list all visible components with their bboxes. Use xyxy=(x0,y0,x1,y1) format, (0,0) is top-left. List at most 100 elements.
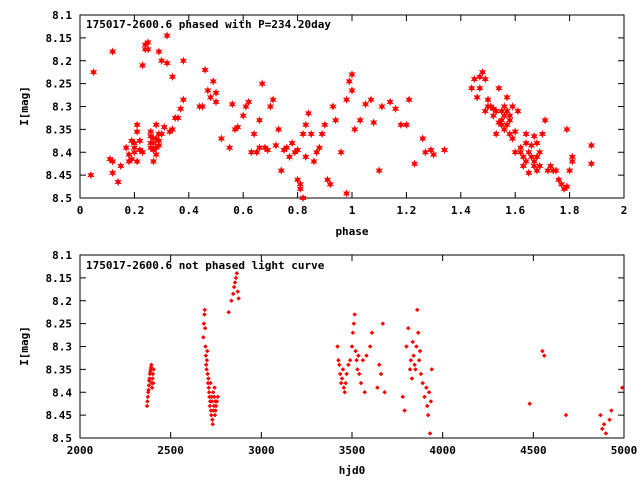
data-point xyxy=(149,362,154,368)
data-point xyxy=(272,141,280,150)
data-point xyxy=(147,127,155,136)
data-point xyxy=(522,138,530,148)
data-point xyxy=(427,431,433,436)
data-point xyxy=(514,106,522,116)
data-point xyxy=(329,102,337,111)
data-point xyxy=(133,157,141,166)
x-tick-label: 2 xyxy=(621,204,628,217)
data-point xyxy=(608,408,614,413)
data-point xyxy=(402,408,407,413)
data-point xyxy=(495,83,503,93)
data-point xyxy=(343,380,349,386)
data-point xyxy=(360,357,366,363)
data-point xyxy=(356,371,362,377)
data-point xyxy=(149,157,158,166)
data-point xyxy=(508,102,517,111)
data-point xyxy=(375,166,383,175)
data-point xyxy=(345,77,353,86)
data-point xyxy=(174,113,182,123)
data-point xyxy=(341,385,347,391)
data-point xyxy=(207,403,213,409)
data-point xyxy=(89,67,98,77)
data-point xyxy=(367,344,373,349)
data-point xyxy=(619,385,625,391)
data-point xyxy=(234,270,240,276)
data-point xyxy=(299,129,307,139)
data-point xyxy=(362,389,368,395)
data-point xyxy=(128,154,136,164)
data-point xyxy=(203,362,209,368)
data-point xyxy=(217,134,226,143)
data-point xyxy=(408,357,414,363)
data-point xyxy=(413,367,418,372)
x-axis-ticks: 2000 2500 3000 3500 4000 4500 5000 xyxy=(67,255,637,457)
data-point xyxy=(204,367,209,372)
data-point xyxy=(410,159,419,168)
data-point xyxy=(149,385,155,391)
data-point xyxy=(209,77,217,86)
data-point xyxy=(410,339,416,345)
data-point xyxy=(202,312,207,317)
data-point xyxy=(269,95,277,104)
data-point xyxy=(204,357,210,363)
chart-title: 175017-2600.6 phased with P=234.20day xyxy=(86,18,331,31)
x-tick-label: 2000 xyxy=(67,444,94,457)
data-point xyxy=(155,141,163,150)
data-point xyxy=(525,168,533,178)
data-point xyxy=(541,353,547,359)
data-point xyxy=(204,86,212,95)
data-point xyxy=(422,394,427,400)
data-point xyxy=(138,61,147,70)
data-point xyxy=(530,132,538,141)
data-point xyxy=(133,127,141,136)
data-point xyxy=(503,93,511,102)
data-point xyxy=(151,367,156,372)
data-point xyxy=(157,56,166,65)
data-point xyxy=(382,389,387,395)
data-point xyxy=(277,166,285,175)
data-point xyxy=(351,321,357,326)
data-point xyxy=(230,291,236,297)
data-point xyxy=(250,129,258,139)
data-point xyxy=(367,95,375,104)
data-point xyxy=(214,399,220,404)
y-tick-label: 8.5 xyxy=(52,192,72,205)
data-point xyxy=(353,348,358,354)
data-point xyxy=(418,371,424,377)
data-point xyxy=(342,389,348,395)
data-point xyxy=(335,344,340,349)
x-tick-label: 1.6 xyxy=(505,204,525,217)
data-point xyxy=(203,344,208,349)
x-axis-label: hjd0 xyxy=(339,464,366,477)
data-point xyxy=(386,97,394,107)
data-point xyxy=(203,353,209,359)
data-point xyxy=(338,380,344,386)
data-point xyxy=(356,116,364,125)
data-point xyxy=(225,143,234,152)
data-point xyxy=(405,325,411,331)
data-point xyxy=(206,389,212,395)
data-point xyxy=(484,95,492,104)
data-point xyxy=(391,104,400,114)
data-point xyxy=(402,120,411,130)
y-tick-label: 8.25 xyxy=(46,318,73,331)
x-tick-label: 1.2 xyxy=(396,204,416,217)
data-point xyxy=(146,383,152,388)
data-point xyxy=(423,385,429,391)
data-point xyxy=(206,93,215,102)
y-tick-label: 8.4 xyxy=(52,386,72,399)
data-point xyxy=(307,129,315,139)
data-point xyxy=(522,157,530,166)
data-point xyxy=(420,380,426,386)
data-point xyxy=(415,330,421,336)
y-tick-label: 8.35 xyxy=(46,363,73,376)
data-points xyxy=(144,270,625,436)
data-point xyxy=(337,148,345,157)
data-point xyxy=(205,371,211,377)
y-tick-label: 8.3 xyxy=(52,341,72,354)
x-tick-label: 0.4 xyxy=(179,204,199,217)
x-tick-label: 2500 xyxy=(157,444,184,457)
x-tick-label: 3500 xyxy=(339,444,366,457)
x-tick-label: 1.4 xyxy=(451,204,471,217)
x-tick-label: 4000 xyxy=(429,444,456,457)
